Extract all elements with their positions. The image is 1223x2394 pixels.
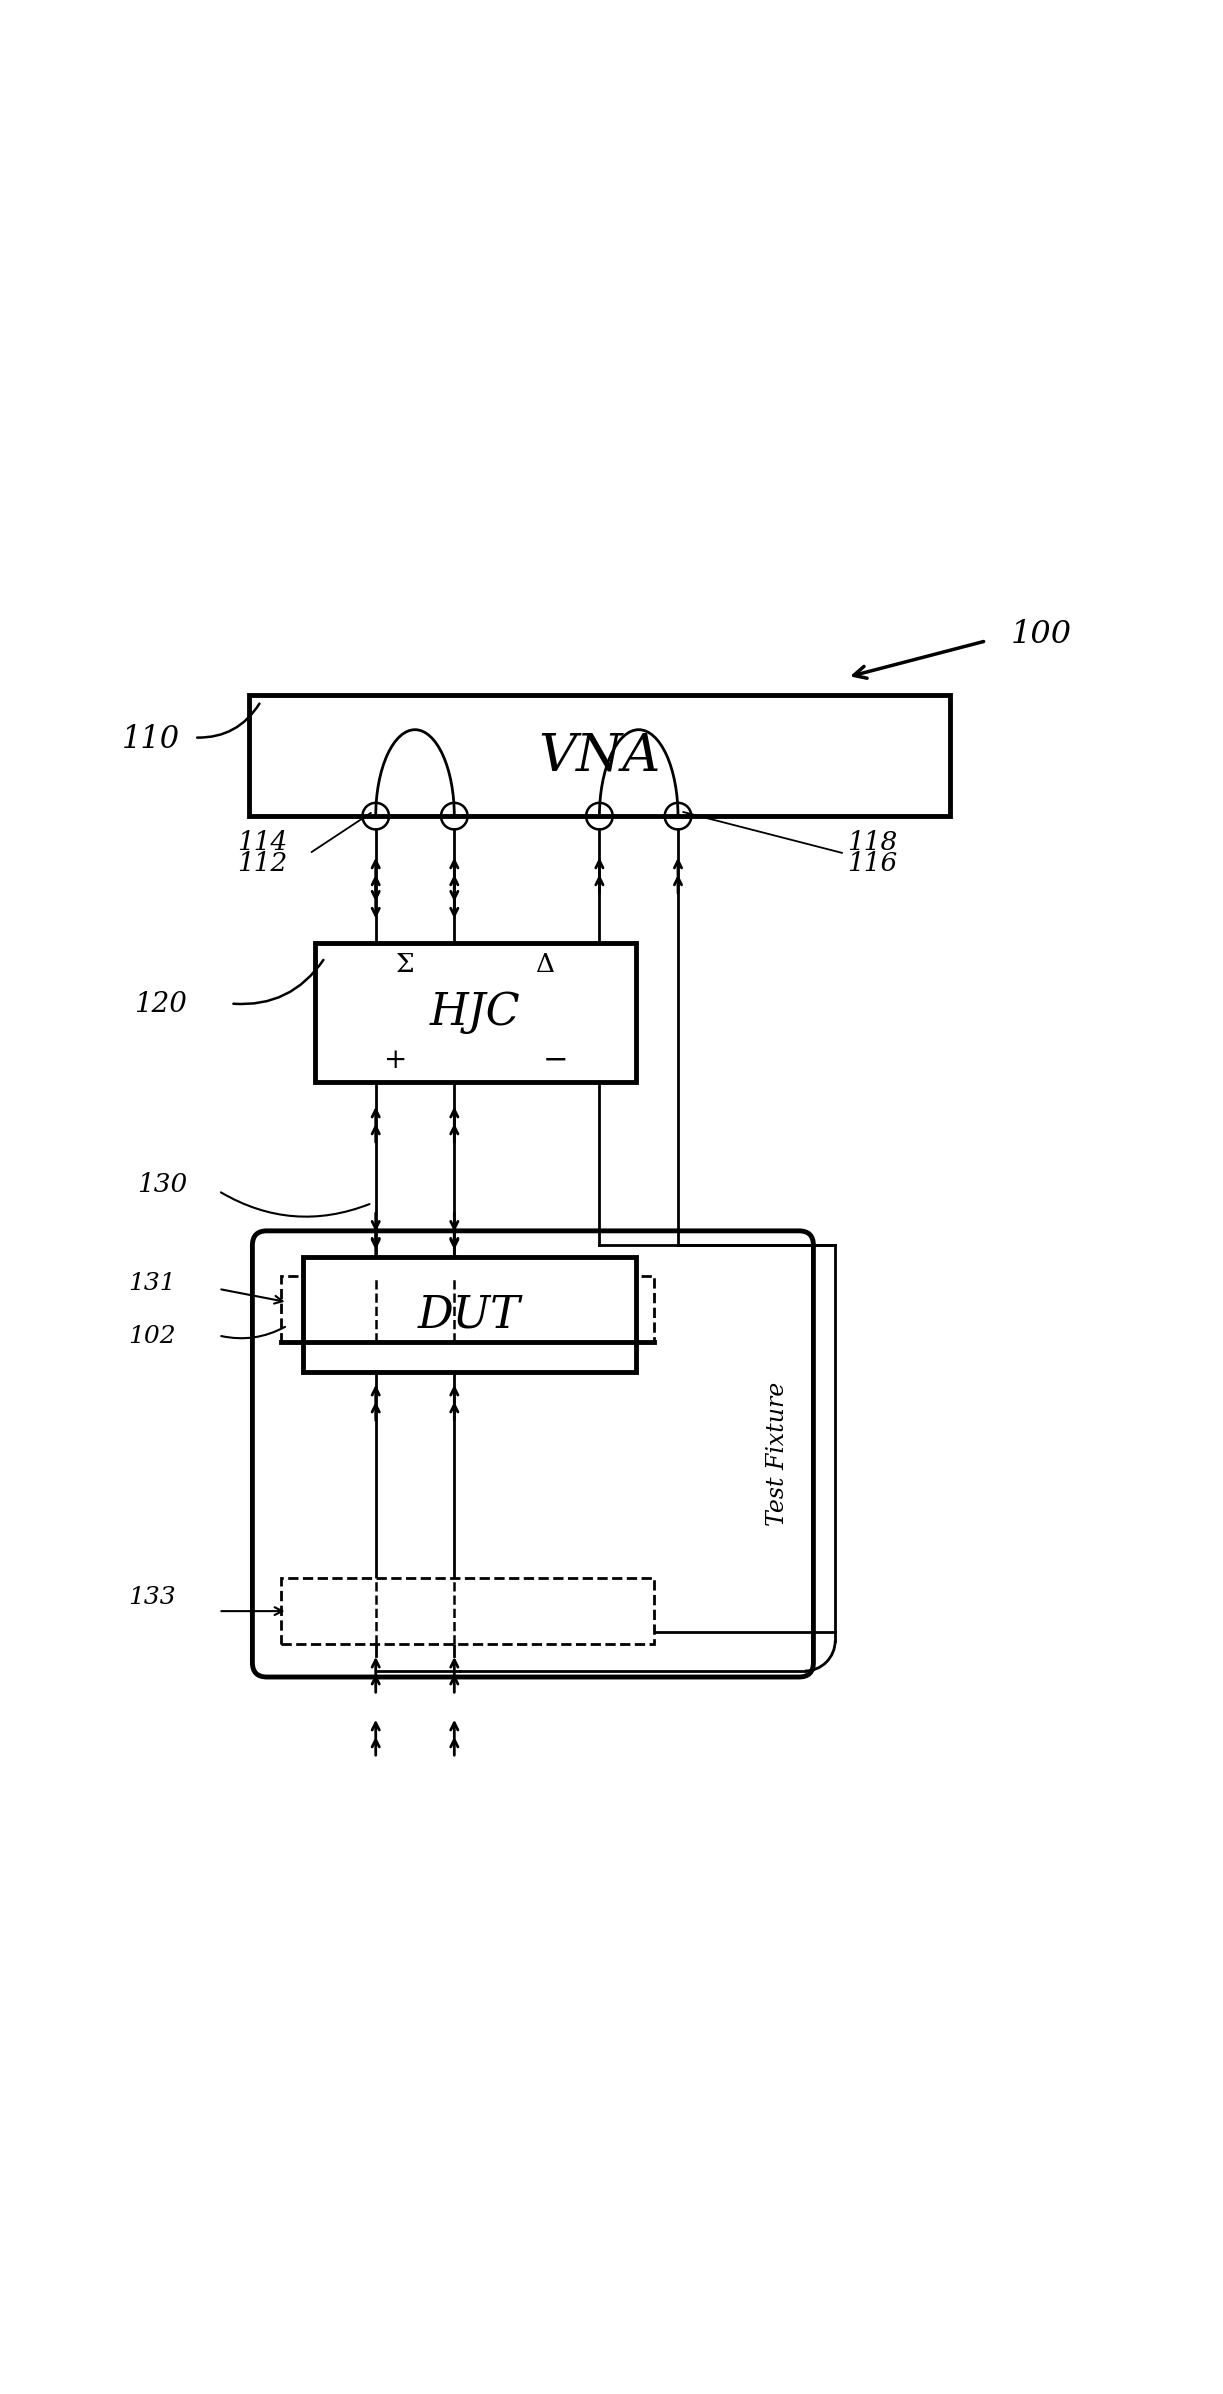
Text: 112: 112 — [237, 850, 287, 876]
Text: −: − — [543, 1044, 569, 1075]
Text: 102: 102 — [128, 1326, 175, 1348]
Text: 116: 116 — [848, 850, 898, 876]
Text: 110: 110 — [122, 725, 180, 757]
Text: 114: 114 — [237, 831, 287, 855]
Bar — [281, 1578, 654, 1645]
Text: Test Fixture: Test Fixture — [766, 1381, 789, 1525]
Text: 120: 120 — [133, 991, 187, 1017]
Bar — [248, 694, 950, 816]
Text: 131: 131 — [128, 1271, 175, 1295]
Text: 130: 130 — [137, 1173, 188, 1197]
Text: Σ: Σ — [396, 953, 415, 977]
Bar — [281, 1276, 654, 1343]
FancyBboxPatch shape — [252, 1231, 813, 1678]
Text: Δ: Δ — [537, 953, 555, 977]
Text: +: + — [384, 1046, 407, 1075]
Bar — [303, 1257, 636, 1372]
Text: DUT: DUT — [418, 1293, 521, 1336]
Text: 118: 118 — [848, 831, 898, 855]
Text: HJC: HJC — [430, 991, 521, 1034]
Text: 133: 133 — [128, 1587, 175, 1609]
Text: VNA: VNA — [538, 730, 660, 780]
Text: 100: 100 — [1010, 620, 1071, 651]
Bar — [316, 943, 636, 1082]
